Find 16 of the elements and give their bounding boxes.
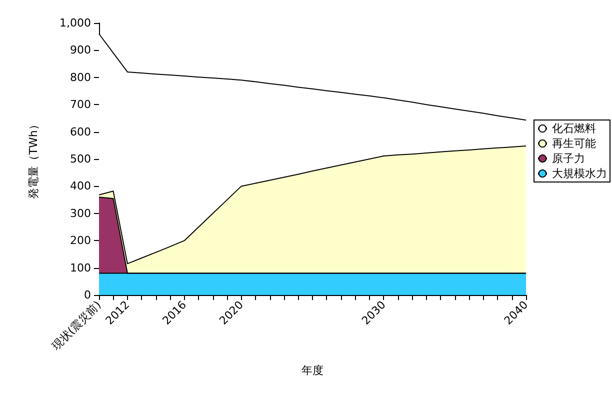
y-tick-label: 1,000: [60, 16, 91, 30]
y-tick-label: 200: [70, 234, 91, 248]
y-axis-title: 発電量（TWh）: [27, 119, 40, 199]
legend-label: 大規模水力: [552, 167, 607, 180]
legend-label: 化石燃料: [552, 122, 596, 135]
y-tick-label: 400: [70, 180, 91, 193]
y-tick-label: 300: [70, 206, 91, 220]
y-tick-label: 900: [70, 44, 91, 57]
legend-label: 原子力: [552, 152, 585, 165]
x-axis-title: 年度: [302, 364, 324, 377]
y-tick-label: 700: [70, 98, 91, 112]
y-tick-label: 600: [70, 125, 91, 138]
y-tick-label: 100: [70, 261, 91, 274]
legend-label: 再生可能: [552, 137, 596, 150]
y-tick-label: 500: [70, 152, 91, 166]
y-tick-label: 800: [70, 70, 91, 84]
